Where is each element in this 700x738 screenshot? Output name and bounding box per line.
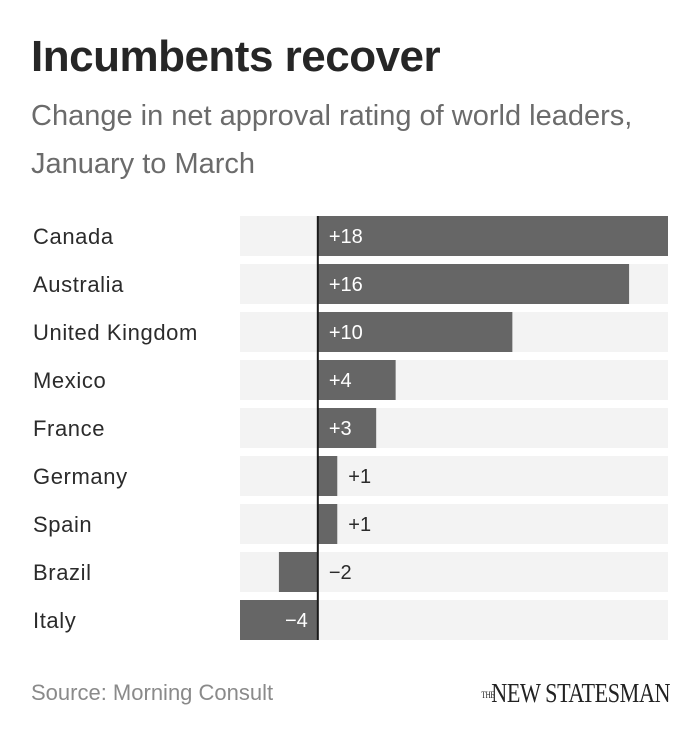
value-label: +1 [348,466,371,488]
category-label: Canada [33,224,114,249]
category-label: Spain [33,512,92,537]
category-label: Germany [33,464,128,489]
bar [240,600,318,640]
new-statesman-logo: THENEW STATESMAN [481,678,670,709]
category-label: Brazil [33,560,92,585]
value-label: −2 [329,562,352,584]
bar-track [240,408,668,448]
category-label: Italy [33,608,76,633]
value-label: +1 [348,514,371,536]
bar [317,504,338,544]
bar [317,264,630,304]
bar-track [240,456,668,496]
source-note: Source: Morning Consult [31,680,274,705]
chart-subtitle: Change in net approval rating of world l… [31,100,633,180]
bar [317,216,668,256]
category-label: France [33,416,105,441]
category-label: United Kingdom [33,320,198,345]
value-label: +4 [329,370,352,392]
bar [317,360,396,400]
logo-the: THE [481,690,495,701]
category-label: Mexico [33,368,106,393]
bar-track [240,360,668,400]
logo-wordmark: NEW STATESMAN [491,678,670,708]
value-label: +18 [329,226,363,248]
bar-track [240,504,668,544]
value-label: +3 [329,418,352,440]
bar [317,408,377,448]
value-label: +10 [329,322,363,344]
bar [278,552,318,592]
chart-title: Incumbents recover [31,32,441,81]
bar [317,312,513,352]
category-label: Australia [33,272,124,297]
bar [317,456,338,496]
value-label: −4 [285,610,308,632]
value-label: +16 [329,274,363,296]
